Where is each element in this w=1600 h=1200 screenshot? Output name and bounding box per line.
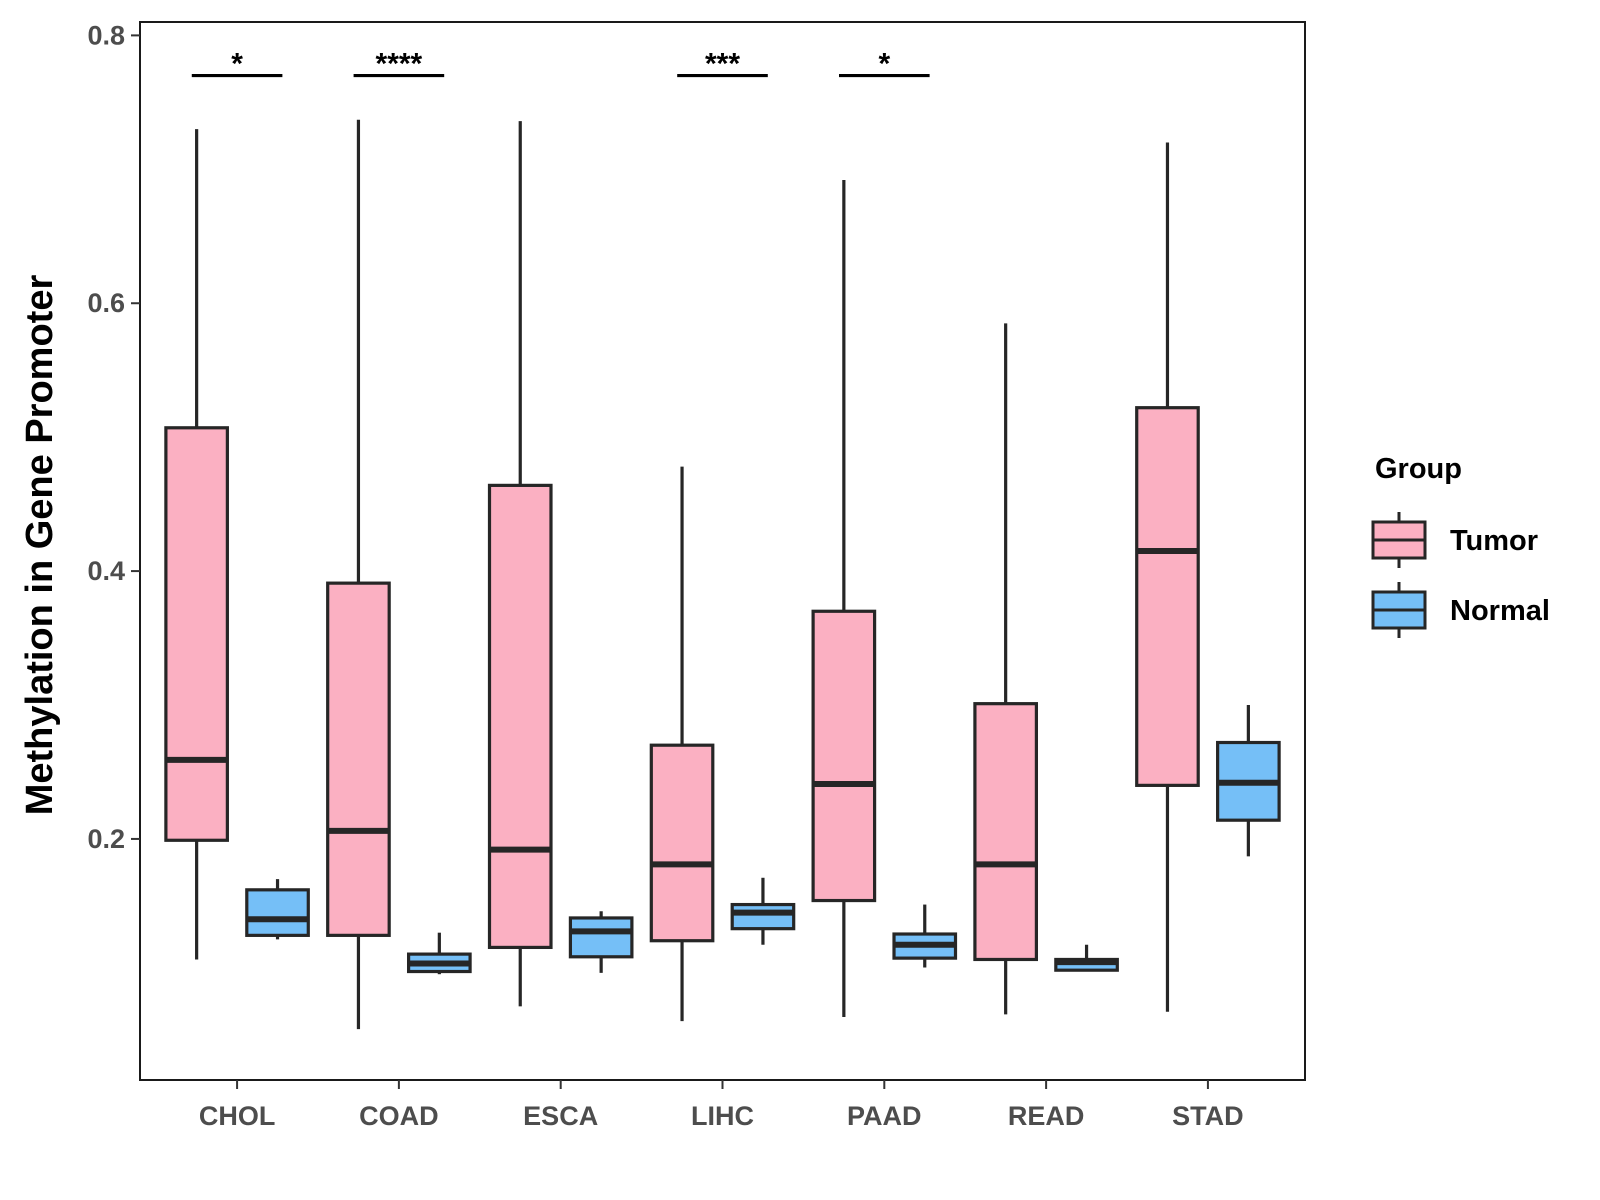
y-tick-label: 0.6 [87, 288, 125, 318]
x-tick-label: PAAD [847, 1101, 922, 1131]
significance-label: * [878, 48, 890, 81]
y-axis: 0.2 0.4 0.6 0.8 [87, 20, 140, 854]
x-tick-label: COAD [359, 1101, 439, 1131]
box-body [811, 609, 877, 903]
x-tick-label: READ [1008, 1101, 1085, 1131]
x-axis: CHOL COAD ESCA LIHC PAAD READ STAD [199, 1080, 1244, 1131]
box-normal-lihc [730, 877, 796, 945]
box-tumor-read [973, 323, 1039, 1015]
y-tick-label: 0.8 [87, 20, 125, 50]
significance-chol: * [191, 48, 283, 81]
box-normal-paad [892, 904, 958, 968]
x-tick-label: CHOL [199, 1101, 276, 1131]
box-tumor-lihc [649, 466, 715, 1022]
box-body [164, 426, 229, 842]
box-body [1135, 406, 1200, 787]
legend: Group Tumor Normal [1371, 453, 1550, 638]
box-normal-read [1054, 944, 1119, 972]
y-tick-label: 0.4 [87, 556, 125, 586]
significance-lihc: *** [677, 48, 768, 81]
box-body [730, 902, 796, 931]
box-body [487, 483, 553, 950]
legend-label: Normal [1450, 595, 1550, 627]
legend-item-tumor: Tumor [1371, 512, 1538, 568]
significance-label: **** [376, 48, 423, 81]
x-tick-label: LIHC [691, 1101, 754, 1131]
significance-paad: * [839, 48, 930, 81]
box-tumor-esca [487, 121, 553, 1007]
box-normal-stad [1216, 705, 1281, 857]
legend-title: Group [1375, 453, 1462, 485]
x-tick-label: ESCA [523, 1101, 598, 1131]
box-normal-coad [406, 932, 472, 975]
box-body [245, 888, 310, 937]
legend-item-normal: Normal [1371, 582, 1550, 638]
box-tumor-stad [1135, 142, 1200, 1012]
x-tick-label: STAD [1172, 1101, 1244, 1131]
significance-label: *** [705, 48, 740, 81]
plot-panel: * **** *** * [139, 21, 1306, 1081]
y-tick-label: 0.2 [87, 824, 125, 854]
significance-coad: **** [353, 48, 445, 81]
box-normal-chol [245, 879, 310, 940]
y-axis-title: Methylation in Gene Promoter [19, 275, 61, 816]
significance-label: * [231, 48, 243, 81]
box-body [649, 743, 715, 943]
box-tumor-chol [164, 129, 229, 960]
box-body [568, 916, 634, 959]
box-body [326, 581, 391, 937]
box-tumor-coad [326, 119, 391, 1030]
legend-label: Tumor [1450, 525, 1538, 557]
box-tumor-paad [811, 180, 877, 1018]
box-body [973, 702, 1039, 962]
box-normal-esca [568, 911, 634, 973]
